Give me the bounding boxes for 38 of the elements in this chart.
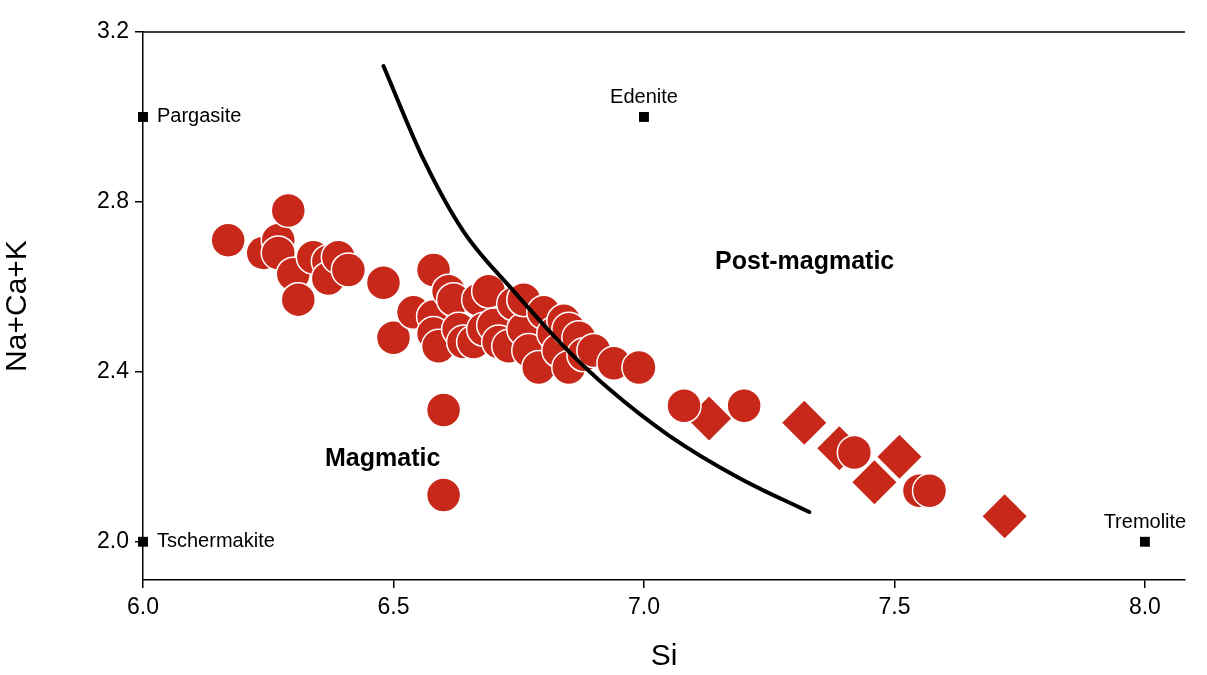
annotation: Tremolite — [1103, 510, 1187, 533]
point — [621, 349, 657, 386]
point — [852, 460, 897, 505]
x-tick-label: 8.0 — [1128, 593, 1161, 620]
point — [1139, 536, 1150, 547]
annotation: Tschermakite — [157, 529, 275, 552]
x-tick-label: 7.0 — [627, 593, 660, 620]
point — [666, 388, 702, 424]
x-tick-label: 7.5 — [878, 593, 911, 620]
point — [639, 112, 649, 122]
point — [330, 252, 367, 288]
point — [425, 477, 462, 513]
y-axis-title: Na+Ca+K — [0, 240, 33, 372]
point — [280, 281, 317, 318]
annotation: Post-magmatic — [715, 246, 895, 275]
y-tick-label: 2.8 — [97, 187, 129, 214]
annotation: Pargasite — [157, 104, 242, 127]
point — [877, 434, 922, 479]
point — [270, 192, 307, 229]
annotation: Edenite — [610, 85, 678, 108]
point — [365, 264, 402, 301]
point — [836, 434, 873, 471]
y-tick-label: 2.0 — [97, 527, 129, 554]
point — [210, 222, 246, 258]
annotation: Magmatic — [325, 443, 441, 472]
point — [138, 536, 148, 547]
point — [375, 320, 412, 356]
point — [911, 473, 948, 509]
x-axis-title: Si — [650, 638, 678, 672]
y-tick-label: 2.4 — [97, 357, 130, 384]
x-tick-label: 6.0 — [127, 593, 159, 620]
y-tick-label: 3.2 — [97, 17, 129, 44]
x-tick-label: 6.5 — [377, 593, 410, 620]
point — [726, 388, 762, 424]
point — [782, 400, 827, 445]
point — [982, 494, 1027, 539]
point — [138, 112, 148, 122]
point — [425, 392, 462, 428]
